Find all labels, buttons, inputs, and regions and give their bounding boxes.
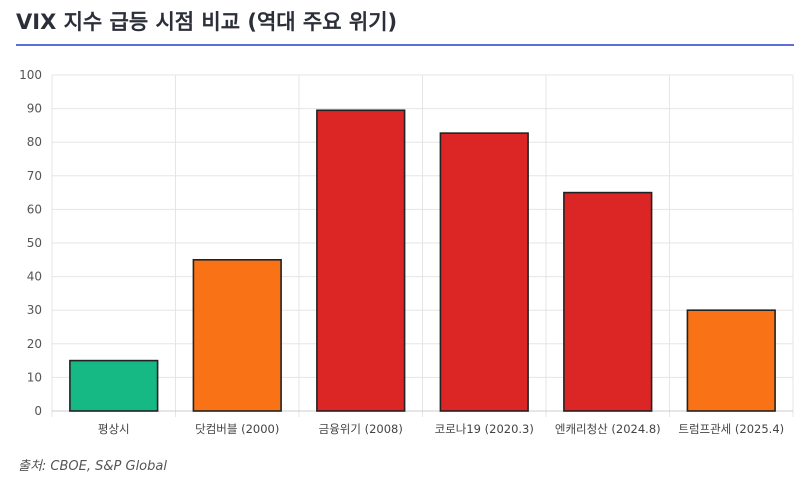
y-tick-label: 100 <box>19 68 42 82</box>
x-tick-label: 코로나19 (2020.3) <box>435 422 534 436</box>
y-tick-label: 70 <box>27 169 42 183</box>
x-tick-label: 금융위기 (2008) <box>319 422 403 436</box>
bar <box>192 259 282 412</box>
bar <box>686 309 776 412</box>
y-tick-label: 20 <box>27 337 42 351</box>
bar <box>439 132 529 412</box>
y-tick-label: 30 <box>27 303 42 317</box>
bar <box>69 359 159 412</box>
x-tick-label: 엔캐리청산 (2024.8) <box>555 422 661 436</box>
y-tick-label: 60 <box>27 202 42 216</box>
y-tick-label: 0 <box>34 404 42 418</box>
bar <box>316 109 406 412</box>
chart-title: VIX 지수 급등 시점 비교 (역대 주요 위기) <box>16 10 398 34</box>
y-tick-label: 80 <box>27 135 42 149</box>
x-tick-label: 평상시 <box>98 422 130 436</box>
y-tick-label: 50 <box>27 236 42 250</box>
title-divider <box>16 44 794 46</box>
x-tick-label: 트럼프관세 (2025.4) <box>678 422 784 436</box>
bar <box>563 191 653 412</box>
source-note: 출처: CBOE, S&P Global <box>18 459 167 474</box>
y-tick-label: 40 <box>27 270 42 284</box>
y-tick-label: 10 <box>27 370 42 384</box>
x-tick-label: 닷컴버블 (2000) <box>195 422 279 436</box>
y-tick-label: 90 <box>27 102 42 116</box>
bar-chart: 0 10 20 30 40 50 60 70 80 90 100 평상시 닷컴버블 (2000) 금융위기… <box>19 68 794 436</box>
